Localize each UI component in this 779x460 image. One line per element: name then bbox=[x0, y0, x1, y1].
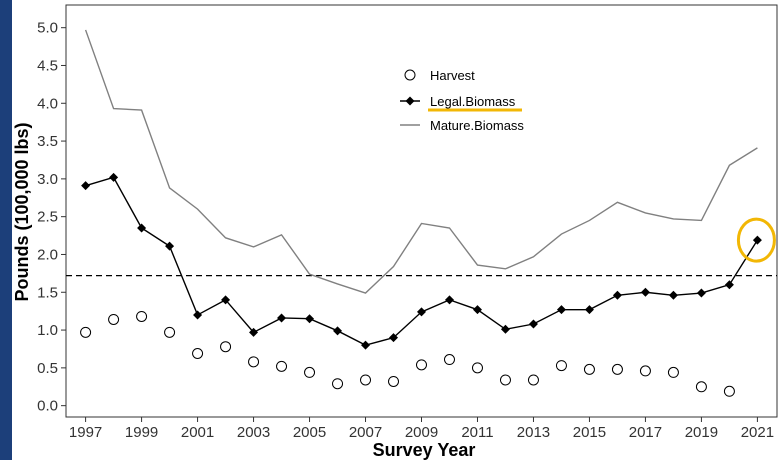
y-tick-label-1.0: 1.0 bbox=[37, 322, 58, 339]
point-legal-biomass-2018 bbox=[668, 290, 678, 300]
point-harvest-2003 bbox=[248, 356, 260, 368]
point-legal-biomass-2007 bbox=[361, 340, 371, 350]
point-legal-biomass-2004 bbox=[277, 313, 287, 323]
point-legal-biomass-2011 bbox=[472, 305, 482, 315]
y-tick-label-3.0: 3.0 bbox=[37, 171, 58, 188]
x-tick-label-2013: 2013 bbox=[517, 424, 550, 441]
left-edge-band bbox=[0, 0, 12, 460]
x-tick-label-2007: 2007 bbox=[349, 424, 382, 441]
x-tick-label-2005: 2005 bbox=[293, 424, 326, 441]
y-tick-label-4.0: 4.0 bbox=[37, 95, 58, 112]
point-harvest-2012 bbox=[499, 374, 511, 386]
point-harvest-1998 bbox=[108, 313, 120, 325]
point-legal-biomass-1999 bbox=[137, 223, 147, 233]
point-harvest-2010 bbox=[443, 354, 455, 366]
x-axis-title: Survey Year bbox=[373, 440, 476, 460]
point-legal-biomass-1997 bbox=[81, 181, 91, 191]
x-tick-label-2001: 2001 bbox=[181, 424, 214, 441]
y-tick-label-1.5: 1.5 bbox=[37, 284, 58, 301]
point-harvest-1997 bbox=[80, 326, 92, 338]
legend-label-mature-biomass: Mature.Biomass bbox=[430, 118, 524, 133]
x-tick-label-2009: 2009 bbox=[405, 424, 438, 441]
point-harvest-2000 bbox=[164, 326, 176, 338]
y-tick-label-2.5: 2.5 bbox=[37, 209, 58, 226]
point-legal-biomass-2003 bbox=[249, 327, 259, 337]
x-tick-label-2017: 2017 bbox=[629, 424, 662, 441]
point-legal-biomass-2020 bbox=[724, 280, 734, 290]
point-harvest-2007 bbox=[360, 374, 372, 386]
point-harvest-2019 bbox=[695, 381, 707, 393]
point-legal-biomass-2021 bbox=[752, 235, 762, 245]
x-tick-label-2003: 2003 bbox=[237, 424, 270, 441]
y-tick-label-2.0: 2.0 bbox=[37, 246, 58, 263]
x-tick-label-1997: 1997 bbox=[69, 424, 102, 441]
point-legal-biomass-2015 bbox=[584, 305, 594, 315]
point-harvest-2011 bbox=[471, 362, 483, 374]
point-legal-biomass-2013 bbox=[528, 319, 538, 329]
point-harvest-2008 bbox=[388, 375, 400, 387]
y-tick-label-3.5: 3.5 bbox=[37, 133, 58, 150]
point-harvest-2018 bbox=[667, 366, 679, 378]
y-axis-title: Pounds (100,000 lbs) bbox=[12, 122, 32, 301]
y-tick-label-0.5: 0.5 bbox=[37, 360, 58, 377]
point-harvest-1999 bbox=[136, 310, 148, 322]
point-legal-biomass-2019 bbox=[696, 288, 706, 298]
point-legal-biomass-2005 bbox=[305, 314, 315, 324]
series-line-mature-biomass bbox=[84, 29, 758, 294]
point-harvest-2005 bbox=[304, 366, 316, 378]
legend-key-diamond-legal-biomass bbox=[405, 96, 415, 106]
point-legal-biomass-2014 bbox=[556, 305, 566, 315]
point-legal-biomass-2012 bbox=[500, 324, 510, 334]
legend-label-harvest: Harvest bbox=[430, 68, 475, 83]
y-tick-label-0.0: 0.0 bbox=[37, 398, 58, 415]
point-legal-biomass-2008 bbox=[389, 333, 399, 343]
point-legal-biomass-1998 bbox=[109, 172, 119, 182]
point-legal-biomass-2016 bbox=[612, 290, 622, 300]
x-tick-label-2011: 2011 bbox=[461, 424, 493, 441]
point-harvest-2014 bbox=[555, 360, 567, 372]
point-harvest-2009 bbox=[416, 359, 427, 371]
point-legal-biomass-2009 bbox=[417, 307, 426, 317]
point-harvest-2020 bbox=[723, 385, 735, 397]
y-tick-label-5.0: 5.0 bbox=[37, 20, 58, 37]
point-legal-biomass-2002 bbox=[221, 295, 231, 305]
point-legal-biomass-2000 bbox=[165, 241, 175, 251]
legend-key-harvest bbox=[404, 69, 416, 81]
point-harvest-2016 bbox=[611, 363, 623, 375]
point-harvest-2006 bbox=[332, 378, 344, 390]
point-legal-biomass-2006 bbox=[333, 326, 343, 336]
x-tick-label-1999: 1999 bbox=[125, 424, 158, 441]
point-harvest-2002 bbox=[220, 341, 232, 353]
highlight-ellipse-2021 bbox=[736, 217, 776, 263]
point-legal-biomass-2017 bbox=[640, 287, 650, 297]
y-tick-label-4.5: 4.5 bbox=[37, 57, 58, 74]
point-harvest-2015 bbox=[583, 363, 595, 375]
point-legal-biomass-2001 bbox=[193, 310, 203, 320]
point-harvest-2013 bbox=[527, 374, 539, 386]
point-legal-biomass-2010 bbox=[444, 295, 454, 305]
point-harvest-2001 bbox=[192, 347, 204, 359]
point-harvest-2004 bbox=[276, 360, 288, 372]
x-tick-label-2021: 2021 bbox=[741, 424, 774, 441]
legend-label-legal-biomass: Legal.Biomass bbox=[430, 94, 516, 109]
plot-panel bbox=[65, 4, 778, 418]
point-harvest-2017 bbox=[639, 365, 651, 377]
x-tick-label-2015: 2015 bbox=[573, 424, 606, 441]
x-tick-label-2019: 2019 bbox=[685, 424, 718, 441]
